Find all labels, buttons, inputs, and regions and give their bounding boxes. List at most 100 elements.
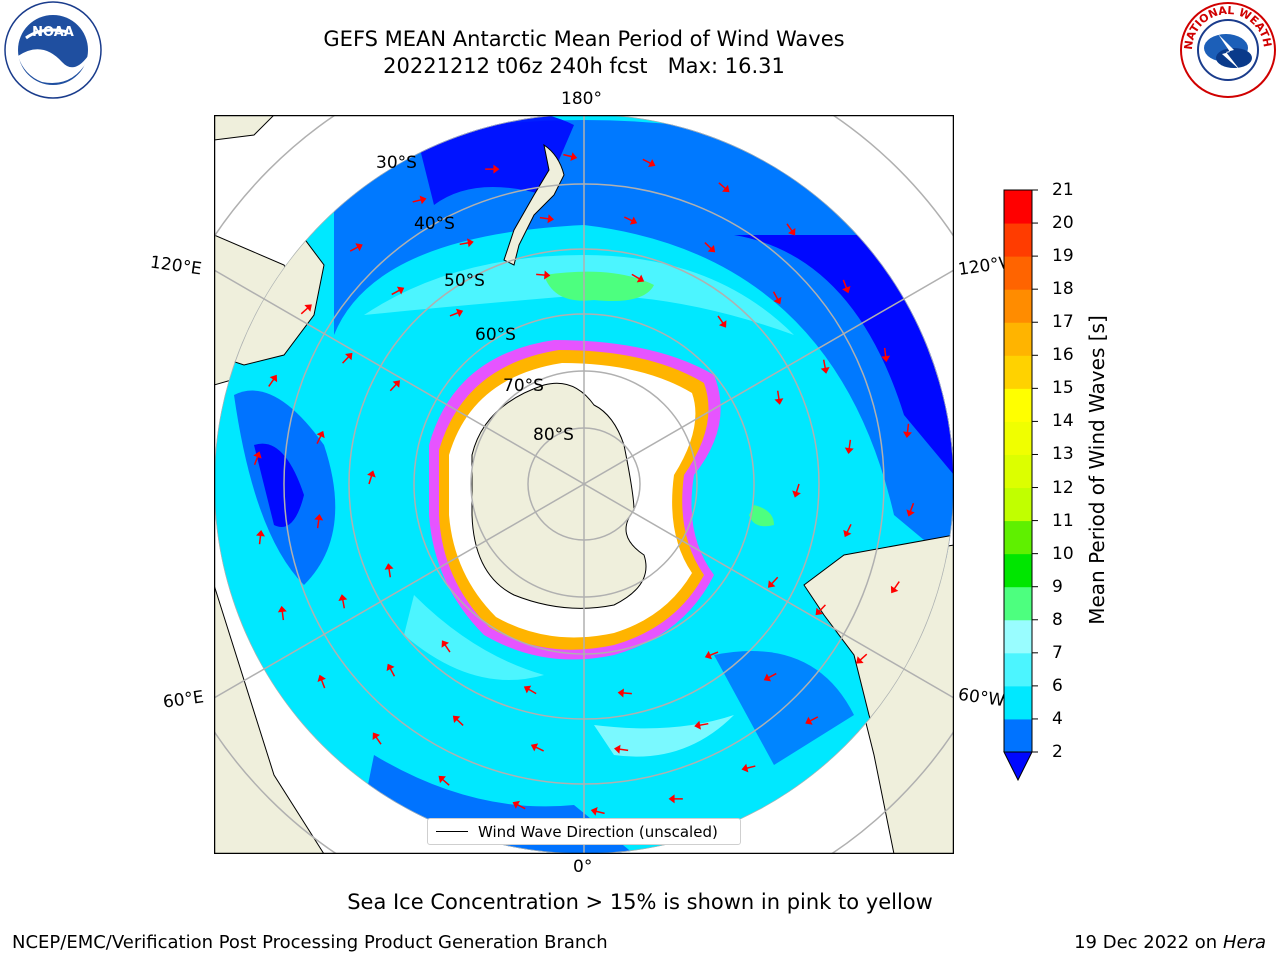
- colorbar-tick-label: 12: [1052, 477, 1074, 498]
- wind-arrow-head: [523, 685, 532, 694]
- wind-arrow-shaft: [848, 439, 852, 449]
- wind-arrow-shaft: [795, 483, 800, 493]
- wind-arrow-shaft: [388, 568, 392, 578]
- colorbar-segment: [1004, 223, 1032, 257]
- colorbar-segment: [1004, 289, 1032, 323]
- wind-arrow-shaft: [459, 241, 469, 246]
- chart-subtitle: 20221212 t06z 240h fcst Max: 16.31: [383, 54, 785, 78]
- legend-line-icon: [436, 831, 468, 832]
- wind-arrow-shaft: [859, 653, 868, 661]
- wind-arrow-shaft: [535, 746, 544, 752]
- wind-arrow-shaft: [516, 803, 526, 810]
- wind-arrow-shaft: [595, 810, 605, 815]
- wind-arrow-shaft: [906, 423, 910, 433]
- wind-arrow-head: [392, 380, 400, 388]
- wind-arrow-shaft: [536, 273, 546, 276]
- wind-arrow-head: [629, 216, 638, 225]
- wind-arrow-head: [636, 274, 645, 283]
- wind-arrow-shaft: [268, 378, 275, 387]
- colorbar-segment: [1004, 322, 1032, 356]
- polar-map: [214, 115, 954, 854]
- colorbar-tick-label: 15: [1052, 378, 1074, 399]
- wind-arrow-head: [269, 374, 278, 383]
- land-new-zealand: [503, 143, 565, 266]
- wind-arrow-head: [763, 673, 772, 682]
- wind-arrow-head: [530, 743, 539, 752]
- colorbar-segment: [1004, 619, 1032, 654]
- footer-credit: NCEP/EMC/Verification Post Processing Pr…: [12, 932, 608, 953]
- wind-arrow-shaft: [441, 778, 450, 786]
- wind-arrow-shaft: [699, 722, 709, 727]
- chart-title: GEFS MEAN Antarctic Mean Period of Wind …: [323, 27, 845, 51]
- colorbar-title: Mean Period of Wind Waves [s]: [1085, 315, 1109, 625]
- footer-date: 19 Dec 2022 on Hera: [1074, 932, 1266, 953]
- wind-arrow-head: [815, 607, 823, 616]
- noaa-logo-text: NOAA: [32, 25, 74, 40]
- wind-arrow-head: [842, 286, 851, 294]
- colorbar-segment: [1004, 190, 1032, 224]
- wind-arrow-shaft: [809, 716, 819, 722]
- wind-arrow-head: [419, 195, 427, 205]
- wind-arrow-shaft: [704, 242, 712, 250]
- wind-arrow-shaft: [375, 736, 382, 745]
- wind-arrow-head: [314, 514, 324, 521]
- wind-arrow-head: [881, 355, 891, 363]
- colorbar-tick-label: 11: [1052, 510, 1074, 531]
- wind-arrow-head: [438, 775, 446, 784]
- wind-arrow-shaft: [389, 383, 397, 392]
- wind-arrow-head: [512, 800, 520, 809]
- wind-arrow-head: [396, 286, 405, 295]
- colorbar-segment: [1004, 520, 1032, 555]
- lat-label-50s: 50°S: [444, 271, 485, 291]
- wind-arrow-shaft: [281, 611, 285, 621]
- lat-label-30s: 30°S: [376, 153, 417, 173]
- wind-arrow-head: [338, 594, 348, 601]
- wind-arrow-shaft: [786, 223, 793, 232]
- wind-arrow-shaft: [619, 748, 629, 752]
- wind-arrow-shaft: [444, 644, 451, 653]
- wind-arrow-shaft: [771, 576, 779, 585]
- wind-arrow-head: [367, 470, 376, 478]
- wind-arrow-shaft: [349, 246, 359, 252]
- wind-arrow-shaft: [539, 216, 549, 220]
- colorbar-segment: [1004, 553, 1032, 588]
- wind-arrow-head: [787, 228, 796, 236]
- wind-arrow-shaft: [746, 765, 756, 769]
- wind-arrow-head: [452, 715, 461, 723]
- colorbar-segment: [1004, 487, 1032, 522]
- colorbar-segment: [1004, 685, 1032, 720]
- wind-arrow-head: [384, 563, 394, 570]
- colorbar-extend-arrow: [1003, 751, 1033, 782]
- wind-arrow-head: [256, 530, 265, 537]
- wind-arrow-shaft: [776, 390, 780, 400]
- wind-arrow-head: [722, 184, 730, 193]
- legend-label: Wind Wave Direction (unscaled): [478, 822, 718, 841]
- wind-arrow-shaft: [718, 182, 727, 190]
- wind-arrow-head: [718, 320, 727, 328]
- wind-arrow-shaft: [772, 291, 779, 301]
- lat-label-70s: 70°S: [503, 376, 544, 396]
- colorbar-tick-label: 6: [1052, 675, 1063, 696]
- wind-arrow-head: [316, 430, 325, 439]
- wind-arrow-head: [547, 214, 554, 224]
- wind-arrow-head: [805, 716, 813, 725]
- wind-arrow-shaft: [622, 692, 632, 695]
- colorbar-tick-label: 7: [1052, 642, 1063, 663]
- lon-label-120e: 120°E: [148, 252, 203, 280]
- wind-arrow-head: [493, 164, 500, 174]
- wind-arrow-shaft: [253, 456, 259, 466]
- footer-host: Hera: [1222, 932, 1266, 953]
- colorbar-tick-label: 13: [1052, 444, 1074, 465]
- wind-arrow-shaft: [391, 289, 401, 296]
- colorbar-tick-label: 9: [1052, 576, 1063, 597]
- colorbar: [1003, 189, 1038, 782]
- lat-label-40s: 40°S: [414, 214, 455, 234]
- wind-arrow-shaft: [822, 359, 827, 369]
- colorbar-tick-label: 18: [1052, 279, 1074, 300]
- colorbar-segment: [1004, 652, 1032, 687]
- wind-arrow-head: [372, 732, 381, 740]
- wind-arrow-shaft: [320, 679, 326, 689]
- wind-arrow-head: [590, 807, 598, 816]
- colorbar-tick-label: 21: [1052, 180, 1074, 200]
- wind-arrow-shaft: [909, 502, 915, 512]
